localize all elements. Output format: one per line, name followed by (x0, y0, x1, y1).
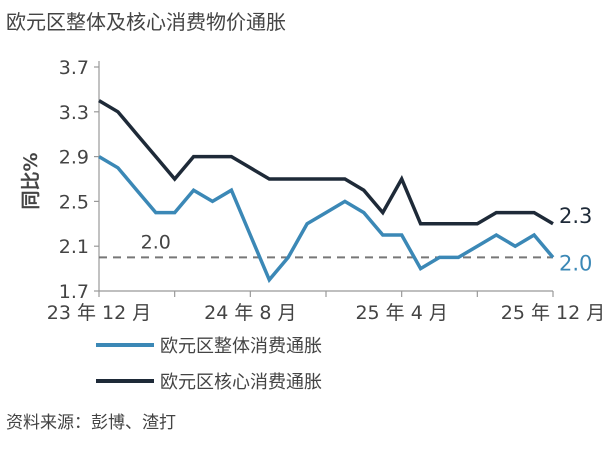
x-tick-label: 23 年 12 月 (47, 302, 151, 324)
axes: 3.7 3.3 2.9 2.5 2.1 1.723 年 12 月 24 年 8 月 25 年 … (20, 57, 605, 324)
reference-line-group: 2.0 (99, 231, 553, 259)
y-tick-label: 2.1 (59, 236, 89, 258)
series-lines (98, 99, 555, 284)
chart-title: 欧元区整体及核心消费物价通胀 (6, 10, 286, 34)
legend-swatch-core (96, 379, 154, 383)
y-axis-label: 同比% (20, 152, 42, 209)
y-tick-label: 2.9 (59, 147, 89, 169)
legend-label-headline: 欧元区整体消费通胀 (160, 336, 322, 357)
x-tick-label: 25 年 12 月 (501, 302, 605, 324)
line-chart: 3.7 3.3 2.9 2.5 2.1 1.723 年 12 月 24 年 8 月 25 年 … (20, 57, 605, 324)
source-note: 资料来源：彭博、渣打 (6, 413, 176, 433)
chart-labels: 2.0 2.3 (559, 204, 592, 276)
y-tick-label: 3.7 (59, 57, 89, 79)
legend-item-core: 欧元区核心消费通胀 (96, 370, 322, 393)
series-line-core (98, 99, 554, 226)
y-tick-label: 1.7 (59, 281, 89, 303)
x-tick-label: 24 年 8 月 (204, 302, 296, 324)
legend-item-headline: 欧元区整体消费通胀 (96, 334, 322, 357)
y-tick-label: 2.5 (59, 191, 89, 213)
end-value-label-headline: 2.0 (559, 251, 592, 275)
end-value-label-core: 2.3 (559, 204, 592, 228)
series-line-headline (98, 155, 555, 284)
reference-line-label: 2.0 (141, 231, 171, 253)
legend-label-core: 欧元区核心消费通胀 (160, 372, 322, 393)
y-tick-label: 3.3 (59, 102, 89, 124)
x-tick-label: 25 年 4 月 (355, 302, 447, 324)
legend-swatch-headline (96, 343, 154, 347)
